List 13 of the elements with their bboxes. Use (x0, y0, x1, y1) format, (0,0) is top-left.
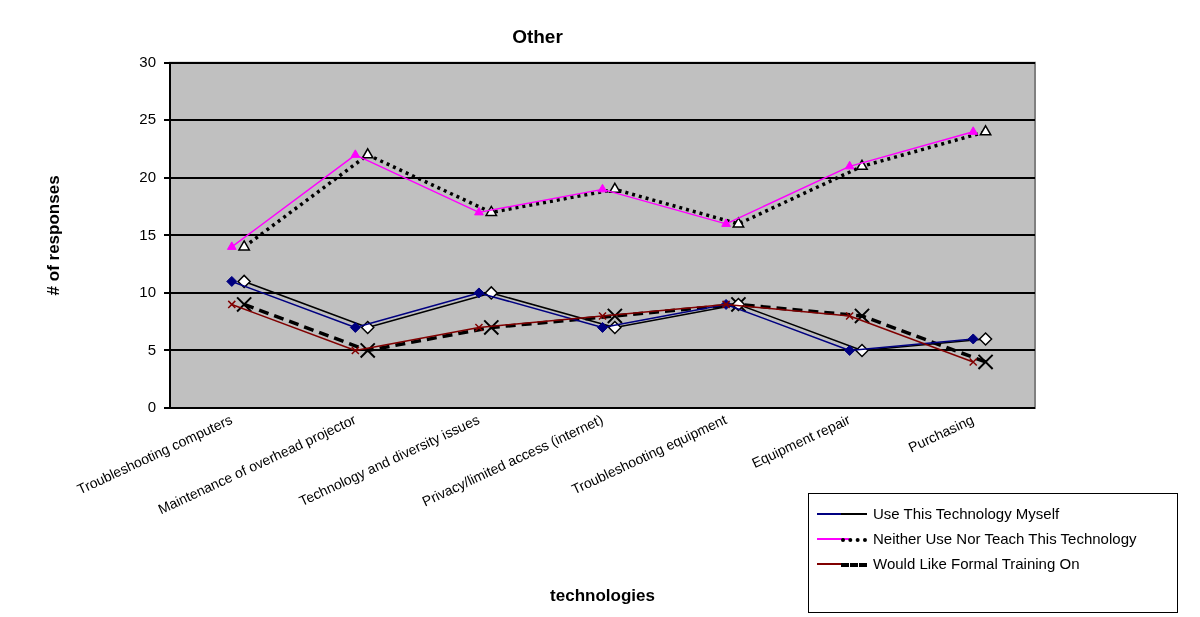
y-tick-label: 15 (139, 225, 156, 243)
y-tick-label: 10 (139, 283, 156, 301)
legend-label: Use This Technology Myself (873, 504, 1061, 523)
y-tick-label: 30 (139, 52, 156, 70)
y-tick-label: 5 (147, 340, 156, 358)
x-axis-title: technologies (550, 586, 655, 606)
chart-title: Other (512, 25, 564, 47)
y-axis-title: # of responses (43, 175, 63, 296)
y-tick-label: 20 (139, 168, 156, 186)
y-tick-label: 25 (139, 110, 156, 128)
legend-label: Neither Use Nor Teach This Technology (873, 529, 1138, 548)
y-tick-label: 0 (147, 398, 156, 416)
legend-label: Would Like Formal Training On (873, 554, 1081, 573)
